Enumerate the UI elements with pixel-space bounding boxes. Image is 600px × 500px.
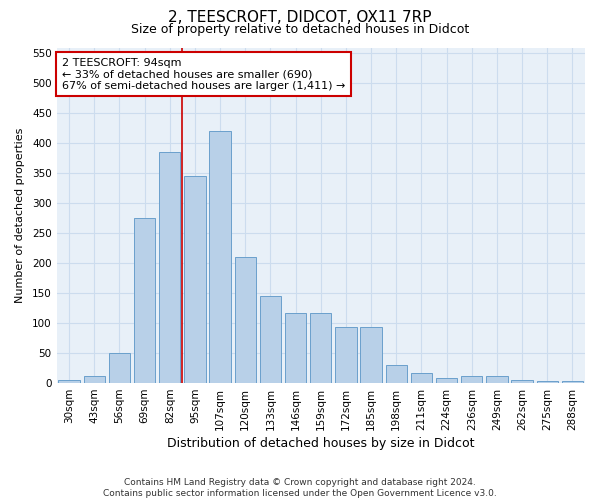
Bar	[411, 373, 432, 383]
Text: 2, TEESCROFT, DIDCOT, OX11 7RP: 2, TEESCROFT, DIDCOT, OX11 7RP	[168, 10, 432, 25]
X-axis label: Distribution of detached houses by size in Didcot: Distribution of detached houses by size …	[167, 437, 475, 450]
Y-axis label: Number of detached properties: Number of detached properties	[15, 128, 25, 303]
Bar	[386, 365, 407, 383]
Bar	[461, 376, 482, 383]
Bar	[184, 176, 206, 383]
Bar	[159, 152, 181, 383]
Bar	[335, 328, 356, 383]
Bar	[361, 328, 382, 383]
Text: 2 TEESCROFT: 94sqm
← 33% of detached houses are smaller (690)
67% of semi-detach: 2 TEESCROFT: 94sqm ← 33% of detached hou…	[62, 58, 345, 91]
Bar	[235, 257, 256, 383]
Bar	[58, 380, 80, 383]
Text: Contains HM Land Registry data © Crown copyright and database right 2024.
Contai: Contains HM Land Registry data © Crown c…	[103, 478, 497, 498]
Bar	[285, 313, 307, 383]
Bar	[562, 382, 583, 383]
Bar	[511, 380, 533, 383]
Bar	[486, 376, 508, 383]
Bar	[310, 313, 331, 383]
Bar	[83, 376, 105, 383]
Text: Size of property relative to detached houses in Didcot: Size of property relative to detached ho…	[131, 22, 469, 36]
Bar	[109, 353, 130, 383]
Bar	[536, 382, 558, 383]
Bar	[260, 296, 281, 383]
Bar	[209, 132, 231, 383]
Bar	[436, 378, 457, 383]
Bar	[134, 218, 155, 383]
